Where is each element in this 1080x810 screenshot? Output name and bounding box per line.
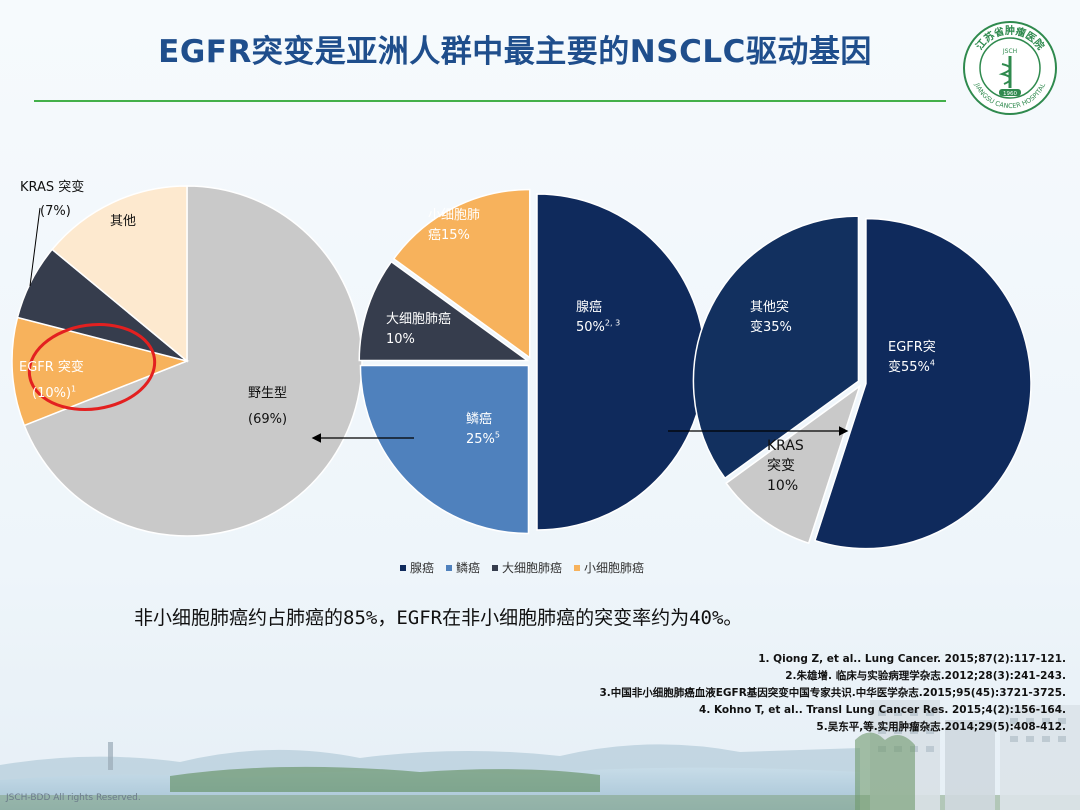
label-kras-pct: (7%) (40, 204, 71, 219)
pie-slice-0 (814, 217, 1032, 550)
label-others: 其他 (110, 214, 137, 229)
label-small-cell: 小细胞肺 (428, 208, 481, 223)
label-wild-type-pct: (69%) (248, 412, 288, 427)
label-other-mutations: 其他突 (750, 300, 790, 315)
legend-item-squamous: 鳞癌 (446, 559, 480, 576)
reference-3: 3.中国非小细胞肺癌血液EGFR基因突变中国专家共识.中华医学杂志.2015;9… (599, 687, 1066, 699)
legend-item-large-cell: 大细胞肺癌 (492, 559, 562, 576)
label-squamous: 鳞癌 (466, 412, 493, 427)
legend-item-adenocarcinoma: 腺癌 (400, 559, 434, 576)
logo-inner-text: JSCH (1002, 48, 1017, 55)
pie-slice-1 (359, 364, 530, 535)
pie-slice-2 (358, 260, 530, 362)
footer-copyright: JSCH-BDD All rights Reserved. (6, 793, 141, 803)
slide-title: EGFR突变是亚洲人群中最主要的NSCLC驱动基因 (158, 34, 872, 70)
pie-chart-adenocarcinoma-mutations (692, 215, 1032, 550)
pie-slice-0 (23, 185, 363, 537)
pie-slice-3 (392, 188, 531, 360)
label-wild-type: 野生型 (248, 386, 288, 401)
label-squamous-pct: 25%5 (466, 430, 500, 447)
reference-1: 1. Qiong Z, et al.. Lung Cancer. 2015;87… (758, 653, 1066, 665)
pie-chart-histology (358, 188, 706, 535)
logo-year: 1960 (1003, 91, 1017, 97)
reference-2: 2.朱雄增. 临床与实验病理学杂志.2012;28(3):241-243. (785, 670, 1066, 682)
hospital-logo: 江苏省肿瘤医院 JIANGSU CANCER HOSPITAL JSCH 196… (963, 21, 1057, 115)
label-adenocarcinoma-pct: 50%2, 3 (576, 318, 621, 335)
reference-5: 5.吴东平,等.实用肿瘤杂志.2014;29(5):408-412. (816, 721, 1066, 733)
label-egfr-mutation-right: EGFR突 (888, 340, 936, 355)
pie-slice-3 (51, 185, 188, 363)
histology-legend: 腺癌 鳞癌 大细胞肺癌 小细胞肺癌 (400, 559, 644, 576)
reference-4: 4. Kohno T, et al.. Transl Lung Cancer R… (699, 704, 1066, 716)
label-large-cell: 大细胞肺癌 (386, 312, 452, 327)
pie-slice-2 (692, 215, 860, 480)
title-divider (34, 100, 946, 102)
label-kras-mutation: KRAS 突变 (20, 180, 85, 195)
legend-item-small-cell: 小细胞肺癌 (574, 559, 644, 576)
label-egfr-mutation: EGFR 突变 (19, 360, 84, 375)
references: 1. Qiong Z, et al.. Lung Cancer. 2015;87… (599, 651, 1066, 736)
kras-pointer-line (29, 207, 41, 287)
label-kras-right-pct: 10% (767, 478, 799, 494)
label-large-cell-pct: 10% (386, 332, 415, 347)
label-small-cell-pct: 癌15% (428, 228, 470, 243)
pie-chart-gene-status (11, 185, 363, 537)
label-egfr-pct: (10%)1 (32, 384, 77, 401)
label-kras-right-2: 突变 (767, 458, 795, 474)
label-adenocarcinoma: 腺癌 (576, 300, 603, 315)
pie-slice-1 (725, 384, 862, 545)
highlight-circle (27, 322, 157, 412)
label-kras-right: KRAS (767, 438, 804, 454)
label-other-mutations-pct: 变35% (750, 320, 792, 335)
pie-slice-1 (11, 316, 190, 427)
pie-slice-0 (536, 193, 706, 531)
label-egfr-pct-right: 变55%4 (888, 358, 935, 375)
summary-statement: 非小细胞肺癌约占肺癌的85%，EGFR在非小细胞肺癌的突变率约为40%。 (134, 607, 743, 629)
